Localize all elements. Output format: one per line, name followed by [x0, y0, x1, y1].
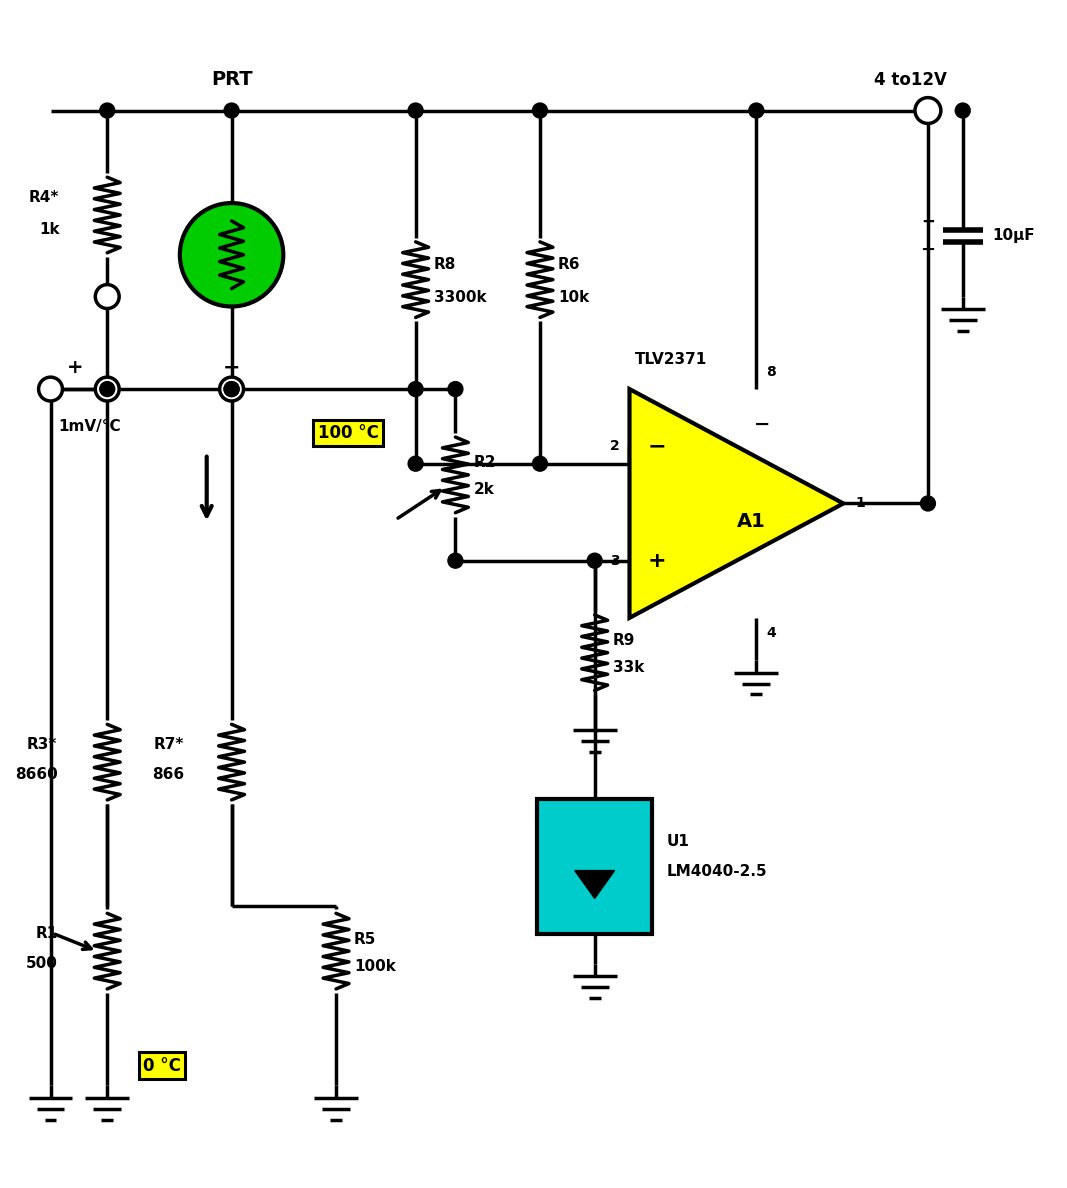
Polygon shape	[575, 871, 615, 898]
Circle shape	[100, 103, 114, 118]
Text: 500: 500	[26, 955, 58, 971]
Text: U1: U1	[667, 834, 689, 849]
Circle shape	[955, 103, 970, 118]
Text: −: −	[223, 358, 240, 377]
Text: R4*: R4*	[29, 190, 60, 204]
Circle shape	[532, 103, 547, 118]
Text: 1k: 1k	[38, 222, 60, 238]
Text: 33k: 33k	[612, 661, 644, 675]
Text: 8: 8	[766, 365, 776, 379]
Circle shape	[95, 285, 120, 309]
Text: 100k: 100k	[354, 959, 396, 973]
Text: PRT: PRT	[211, 70, 253, 89]
Text: −: −	[920, 241, 935, 259]
Circle shape	[38, 377, 63, 402]
Text: LM4040-2.5: LM4040-2.5	[667, 864, 767, 879]
Text: R5: R5	[354, 931, 377, 947]
Text: 8660: 8660	[15, 766, 58, 782]
Circle shape	[532, 456, 547, 472]
Text: R7*: R7*	[154, 737, 184, 752]
Text: TLV2371: TLV2371	[635, 352, 706, 367]
Circle shape	[224, 103, 239, 118]
Text: 0 °C: 0 °C	[143, 1056, 181, 1074]
Circle shape	[448, 554, 463, 568]
Text: R9: R9	[612, 633, 635, 649]
Text: +: +	[67, 358, 83, 377]
Circle shape	[224, 381, 239, 397]
Text: +: +	[921, 213, 935, 230]
Text: 4: 4	[766, 626, 776, 640]
Text: 2k: 2k	[474, 482, 494, 498]
Circle shape	[180, 203, 284, 307]
Text: 100 °C: 100 °C	[318, 424, 379, 442]
Circle shape	[409, 103, 424, 118]
Circle shape	[587, 554, 602, 568]
Circle shape	[409, 381, 424, 397]
Text: 1: 1	[856, 497, 865, 511]
Text: R2: R2	[474, 455, 496, 470]
Text: 1mV/°C: 1mV/°C	[59, 419, 122, 435]
Text: R1: R1	[35, 925, 58, 941]
Circle shape	[95, 377, 120, 402]
Circle shape	[915, 97, 941, 124]
Text: R6: R6	[558, 258, 580, 272]
Bar	[538, 800, 652, 934]
Text: 10μF: 10μF	[992, 228, 1035, 244]
Text: 3: 3	[610, 554, 620, 568]
Text: 10k: 10k	[558, 290, 589, 305]
Text: 3300k: 3300k	[433, 290, 487, 305]
Circle shape	[749, 103, 764, 118]
Circle shape	[220, 377, 243, 402]
Text: A1: A1	[737, 512, 766, 531]
Circle shape	[921, 497, 936, 511]
Circle shape	[448, 381, 463, 397]
Text: R8: R8	[433, 258, 456, 272]
Circle shape	[224, 381, 239, 397]
Text: 4 to12V: 4 to12V	[874, 70, 946, 89]
Text: 866: 866	[152, 766, 184, 782]
Polygon shape	[630, 390, 843, 618]
Circle shape	[409, 456, 424, 472]
Text: R3*: R3*	[27, 737, 58, 752]
Text: −: −	[754, 415, 770, 434]
Circle shape	[100, 381, 114, 397]
Text: 2: 2	[610, 440, 620, 454]
Text: +: +	[648, 551, 667, 570]
Text: −: −	[648, 436, 667, 456]
